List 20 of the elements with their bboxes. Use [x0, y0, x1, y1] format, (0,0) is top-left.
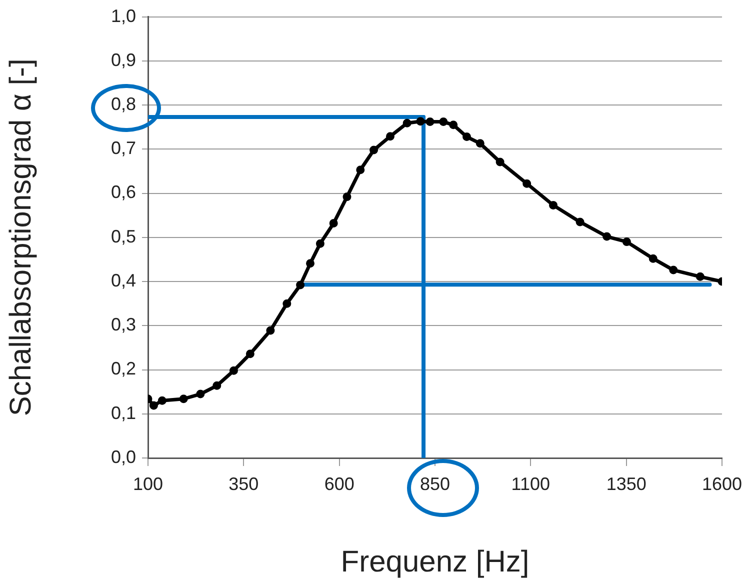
y-tick-label: 1,0	[110, 6, 136, 26]
y-tick-label: 0,3	[110, 314, 136, 335]
x-tick-label: 350	[228, 474, 259, 494]
y-tick-label: 0,1	[110, 402, 136, 423]
x-tick-label: 1350	[606, 474, 646, 494]
y-tick-label: 0,9	[110, 50, 136, 70]
x-tick-label: 100	[132, 474, 164, 494]
y-tick-label: 0,8	[110, 94, 136, 114]
y-tick-label: 0,4	[110, 270, 136, 290]
y-tick-label: 0,7	[110, 138, 136, 158]
y-tick-label: 0,5	[110, 226, 136, 246]
x-tick-label: 1100	[511, 474, 550, 494]
x-axis-title: Frequenz [Hz]	[340, 545, 530, 578]
y-axis-title: Schallabsorptionsgrad α [-]	[4, 58, 38, 416]
y-tick-label: 0,0	[110, 446, 136, 467]
y-tick-label: 0,6	[110, 182, 136, 202]
x-tick-label: 600	[324, 474, 354, 494]
x-tick-label: 850	[420, 474, 450, 494]
x-tick-label: 1600	[702, 474, 742, 494]
y-tick-label: 0,2	[110, 358, 136, 379]
